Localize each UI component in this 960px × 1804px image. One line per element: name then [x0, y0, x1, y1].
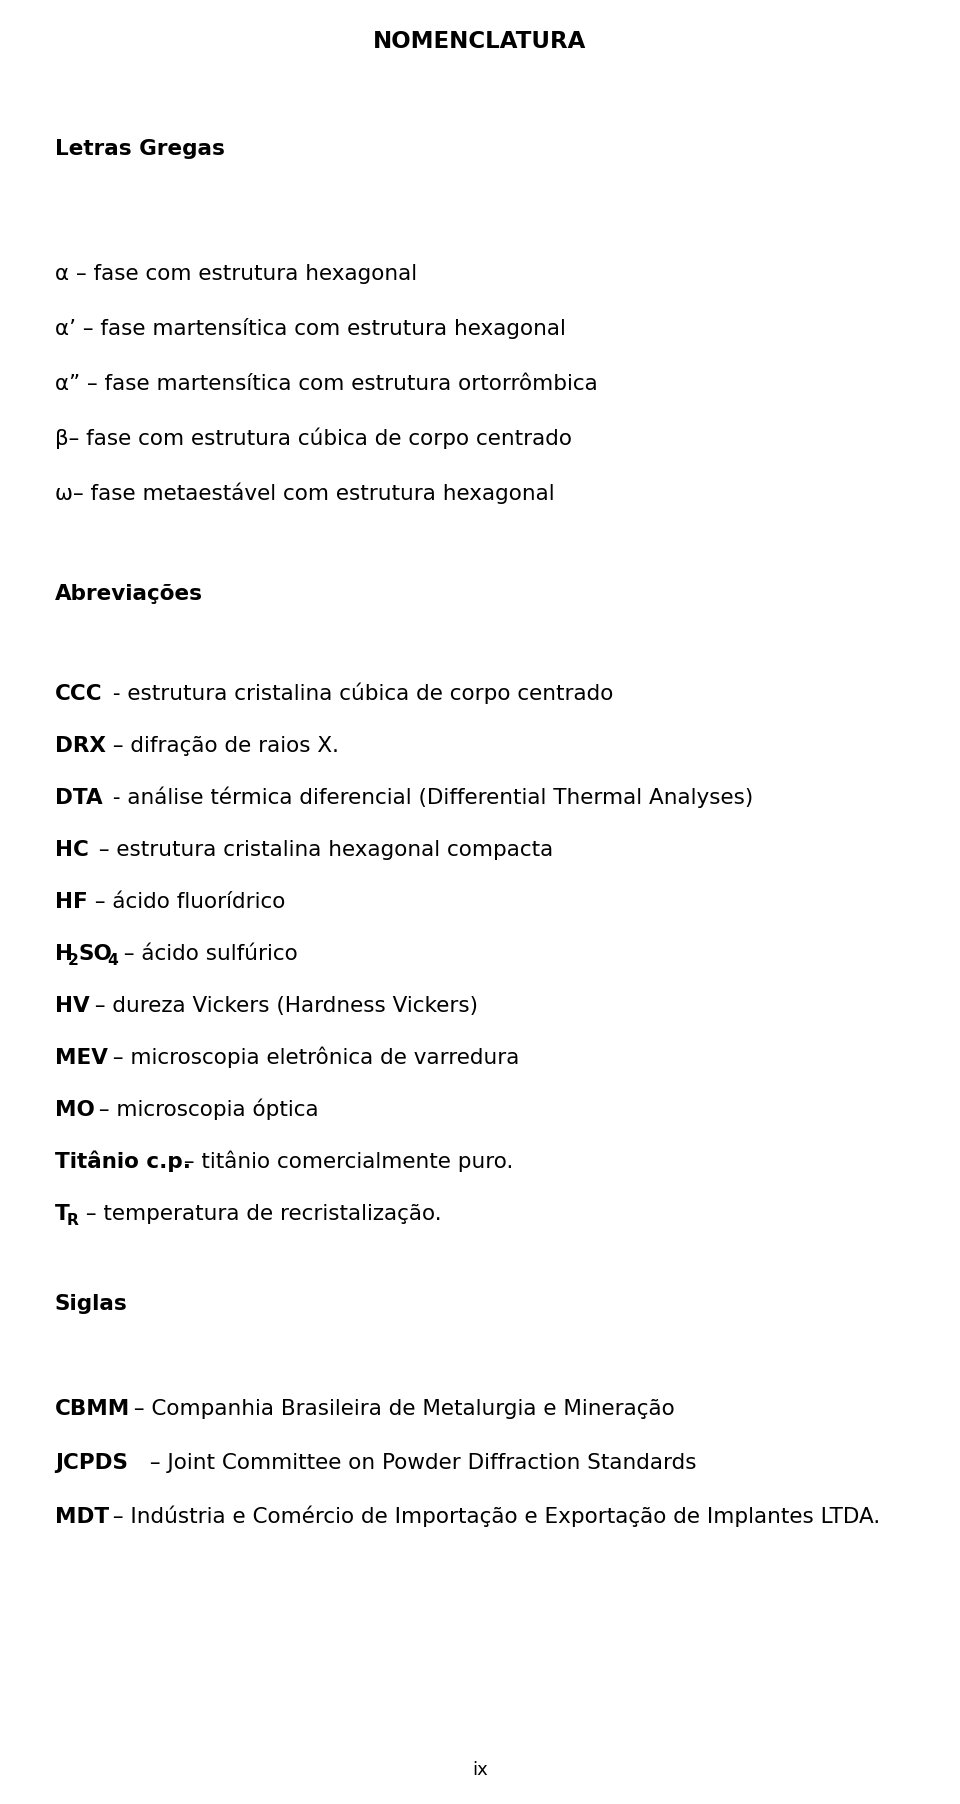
Text: – Companhia Brasileira de Metalurgia e Mineração: – Companhia Brasileira de Metalurgia e M…: [127, 1398, 675, 1420]
Text: – Joint Committee on Powder Diffraction Standards: – Joint Committee on Powder Diffraction …: [143, 1452, 697, 1474]
Text: SO: SO: [78, 943, 112, 963]
Text: MO: MO: [55, 1100, 95, 1120]
Text: R: R: [67, 1212, 79, 1229]
Text: HC: HC: [55, 841, 89, 861]
Text: – titânio comercialmente puro.: – titânio comercialmente puro.: [177, 1151, 514, 1173]
Text: α – fase com estrutura hexagonal: α – fase com estrutura hexagonal: [55, 263, 418, 283]
Text: HV: HV: [55, 996, 89, 1016]
Text: DRX: DRX: [55, 736, 106, 756]
Text: – microscopia eletrônica de varredura: – microscopia eletrônica de varredura: [106, 1046, 519, 1068]
Text: JCPDS: JCPDS: [55, 1452, 128, 1474]
Text: – Indústria e Comércio de Importação e Exportação de Implantes LTDA.: – Indústria e Comércio de Importação e E…: [106, 1506, 880, 1526]
Text: DTA: DTA: [55, 788, 103, 808]
Text: - estrutura cristalina cúbica de corpo centrado: - estrutura cristalina cúbica de corpo c…: [106, 682, 613, 704]
Text: MDT: MDT: [55, 1506, 109, 1526]
Text: ω– fase metaestável com estrutura hexagonal: ω– fase metaestável com estrutura hexago…: [55, 482, 555, 503]
Text: β– fase com estrutura cúbica de corpo centrado: β– fase com estrutura cúbica de corpo ce…: [55, 428, 572, 449]
Text: ix: ix: [472, 1761, 488, 1779]
Text: CBMM: CBMM: [55, 1398, 131, 1420]
Text: – ácido fluorídrico: – ácido fluorídrico: [88, 891, 285, 913]
Text: H: H: [55, 943, 73, 963]
Text: MEV: MEV: [55, 1048, 108, 1068]
Text: – difração de raios X.: – difração de raios X.: [106, 736, 339, 756]
Text: CCC: CCC: [55, 684, 103, 704]
Text: - análise térmica diferencial (Differential Thermal Analyses): - análise térmica diferencial (Different…: [106, 787, 754, 808]
Text: – estrutura cristalina hexagonal compacta: – estrutura cristalina hexagonal compact…: [92, 841, 553, 861]
Text: α’ – fase martensítica com estrutura hexagonal: α’ – fase martensítica com estrutura hex…: [55, 318, 565, 339]
Text: 4: 4: [107, 953, 118, 969]
Text: Letras Gregas: Letras Gregas: [55, 139, 225, 159]
Text: Siglas: Siglas: [55, 1293, 128, 1313]
Text: 2: 2: [68, 953, 79, 969]
Text: – temperatura de recristalização.: – temperatura de recristalização.: [79, 1203, 442, 1223]
Text: NOMENCLATURA: NOMENCLATURA: [373, 31, 587, 52]
Text: Titânio c.p.: Titânio c.p.: [55, 1151, 191, 1173]
Text: – microscopia óptica: – microscopia óptica: [92, 1099, 319, 1120]
Text: HF: HF: [55, 891, 87, 913]
Text: T: T: [55, 1203, 70, 1223]
Text: Abreviações: Abreviações: [55, 584, 203, 604]
Text: α” – fase martensítica com estrutura ortorrômbica: α” – fase martensítica com estrutura ort…: [55, 373, 598, 393]
Text: – dureza Vickers (Hardness Vickers): – dureza Vickers (Hardness Vickers): [88, 996, 478, 1016]
Text: – ácido sulfúrico: – ácido sulfúrico: [117, 943, 298, 963]
